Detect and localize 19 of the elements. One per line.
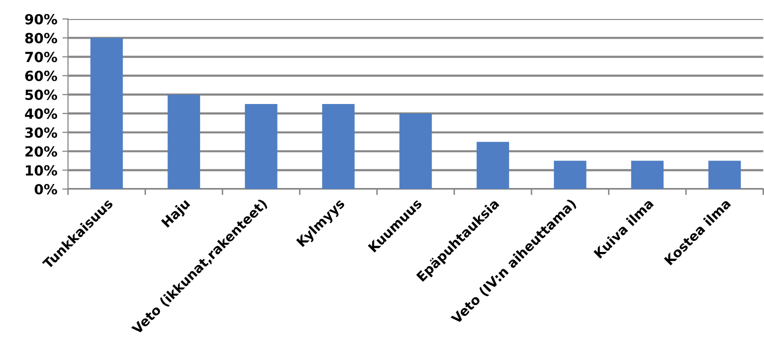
- bar: [244, 104, 278, 190]
- y-tick-label: 40%: [24, 108, 58, 119]
- y-tick-label: 60%: [25, 70, 58, 82]
- y-tick-label: 0%: [34, 184, 58, 195]
- y-tick-label: 30%: [25, 127, 58, 138]
- bar: [554, 160, 586, 190]
- y-tick-label: 10%: [26, 165, 58, 176]
- y-tick-label: 50%: [25, 90, 58, 100]
- bar: [90, 38, 123, 190]
- bar: [322, 104, 355, 190]
- y-tick-label: 80%: [25, 32, 58, 44]
- y-tick-label: 20%: [25, 146, 58, 157]
- bar: [399, 113, 432, 190]
- bar: [708, 160, 741, 190]
- bar: [631, 160, 664, 190]
- y-tick-label: 70%: [25, 52, 58, 62]
- bar: [476, 142, 510, 190]
- y-tick-label: 90%: [25, 14, 58, 24]
- bar: [168, 94, 200, 190]
